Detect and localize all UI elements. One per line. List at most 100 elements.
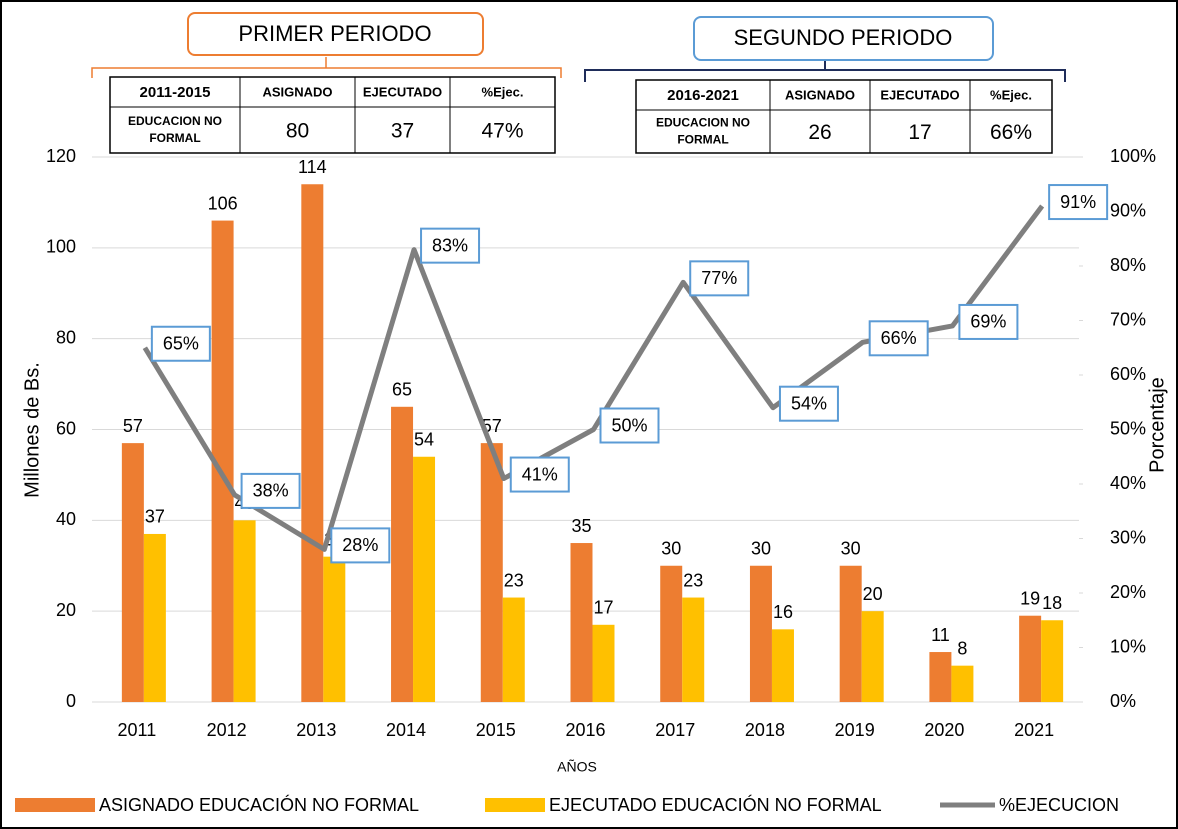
bar (1019, 615, 1042, 702)
bar-value-label: 54 (414, 430, 434, 450)
table-cell: 17 (908, 121, 931, 144)
bar (233, 520, 256, 702)
y2-axis-label: Porcentaje (1146, 377, 1168, 473)
line-value-label: 38% (253, 481, 289, 501)
bar-value-label: 16 (773, 602, 793, 622)
x-tick-label: 2015 (476, 720, 516, 740)
table-row-label: EDUCACION NO FORMAL (128, 114, 222, 145)
y2-tick-label: 80% (1110, 255, 1146, 275)
period-title: SEGUNDO PERIODO (734, 25, 953, 50)
plot: 0 20 40 60 80 100 120 0% 10% 20% 30% 40% 50% 60% 70% 80… (15, 146, 1156, 815)
table-header: EJECUTADO (363, 84, 442, 99)
table-cell: 26 (808, 121, 831, 144)
bar (391, 406, 414, 702)
value-label-box (599, 407, 660, 444)
y2-tick-label: 40% (1110, 473, 1146, 493)
y2-tick-label: 100% (1110, 146, 1156, 166)
table-header: ASIGNADO (262, 84, 332, 99)
table-header: 2016-2021 (667, 87, 739, 104)
table-cell: 47% (481, 120, 523, 143)
y2-tick-label: 50% (1110, 418, 1146, 438)
bar (480, 443, 503, 702)
bar (570, 543, 593, 702)
x-tick-label: 2012 (207, 720, 247, 740)
table-cell: 66% (990, 121, 1032, 144)
x-tick-label: 2020 (924, 720, 964, 740)
line-value-label: 77% (701, 268, 737, 288)
x-tick-label: 2021 (1014, 720, 1054, 740)
value-label-box (689, 260, 750, 297)
y2-tick-label: 10% (1110, 636, 1146, 656)
table (109, 76, 556, 154)
y-tick-label: 120 (46, 146, 76, 166)
table-header: %Ejec. (482, 84, 524, 99)
table-cell: 37 (391, 120, 414, 143)
line-value-label: 91% (1060, 192, 1096, 212)
table-cell: 80 (286, 120, 309, 143)
y-tick-label: 60 (56, 418, 76, 438)
bracket (91, 57, 562, 78)
line-value-label: 54% (791, 393, 827, 413)
x-tick-label: 2019 (835, 720, 875, 740)
y-tick-label: 100 (46, 237, 76, 257)
bar (951, 665, 974, 702)
bar (1041, 620, 1064, 702)
line-value-label: 83% (432, 235, 468, 255)
bar-value-label: 65 (392, 380, 412, 400)
line-value-label: 41% (522, 464, 558, 484)
bar-value-label: 30 (751, 539, 771, 559)
bracket (584, 61, 1066, 82)
bar-value-label: 8 (957, 638, 967, 658)
bar-value-label: 23 (504, 570, 524, 590)
value-label-box (509, 456, 570, 493)
legend-label: ASIGNADO EDUCACIÓN NO FORMAL (99, 794, 419, 815)
bar (592, 624, 615, 702)
bar (660, 565, 683, 702)
y2-tick-label: 20% (1110, 582, 1146, 602)
x-tick-label: 2017 (655, 720, 695, 740)
bar-value-label: 37 (145, 507, 165, 527)
bar-value-label: 19 (1020, 588, 1040, 608)
bar-value-label: 17 (593, 598, 613, 618)
y-tick-label: 20 (56, 600, 76, 620)
value-label-box (330, 527, 391, 564)
y2-tick-label: 70% (1110, 309, 1146, 329)
table-header: 2011-2015 (140, 84, 211, 101)
table-row-label: EDUCACION NO FORMAL (656, 116, 750, 147)
x-tick-label: 2011 (118, 720, 157, 740)
bar-value-label: 57 (123, 416, 143, 436)
bar (502, 597, 525, 702)
bar-value-label: 106 (208, 193, 238, 213)
line-value-label: 28% (342, 535, 378, 555)
value-label-box (1048, 184, 1109, 221)
y-tick-label: 0 (66, 691, 76, 711)
y2-tick-label: 90% (1110, 200, 1146, 220)
period-box (187, 12, 484, 56)
bar (211, 220, 234, 703)
line-value-label: 65% (163, 334, 199, 354)
bar-value-label: 30 (661, 539, 681, 559)
value-label-box (778, 385, 839, 422)
line-value-label: 66% (881, 328, 917, 348)
x-tick-label: 2016 (565, 720, 605, 740)
bar (929, 652, 952, 702)
x-tick-label: 2018 (745, 720, 785, 740)
y-tick-label: 40 (56, 509, 76, 529)
y-axis-label: Millones de Bs. (21, 362, 43, 498)
legend-label: EJECUTADO EDUCACIÓN NO FORMAL (549, 794, 882, 815)
bar-value-label: 18 (1042, 593, 1062, 613)
bar-value-label: 30 (841, 539, 861, 559)
bar (682, 597, 705, 702)
bar (839, 565, 862, 702)
bar (413, 456, 436, 702)
bar (121, 443, 144, 702)
legend-swatch (15, 798, 95, 812)
value-label-box (958, 303, 1019, 340)
y-tick-label: 80 (56, 327, 76, 347)
value-label-box (420, 227, 481, 264)
y2-tick-label: 60% (1110, 364, 1146, 384)
value-label-box (240, 472, 301, 509)
bar (749, 565, 772, 702)
bar-value-label: 20 (863, 584, 883, 604)
